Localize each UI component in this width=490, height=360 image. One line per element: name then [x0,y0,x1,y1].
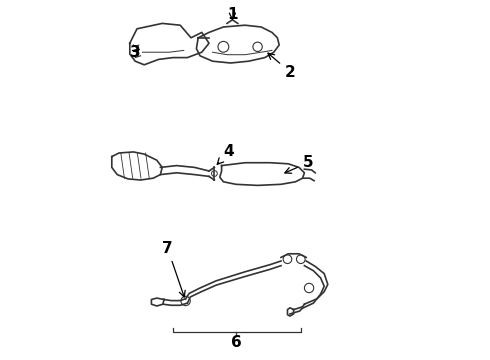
Text: 7: 7 [162,241,185,297]
Text: 4: 4 [217,144,234,165]
Text: 6: 6 [231,335,242,350]
Text: 5: 5 [285,155,313,173]
Text: 1: 1 [227,7,238,22]
Text: 2: 2 [268,53,295,80]
Text: 3: 3 [130,45,141,60]
